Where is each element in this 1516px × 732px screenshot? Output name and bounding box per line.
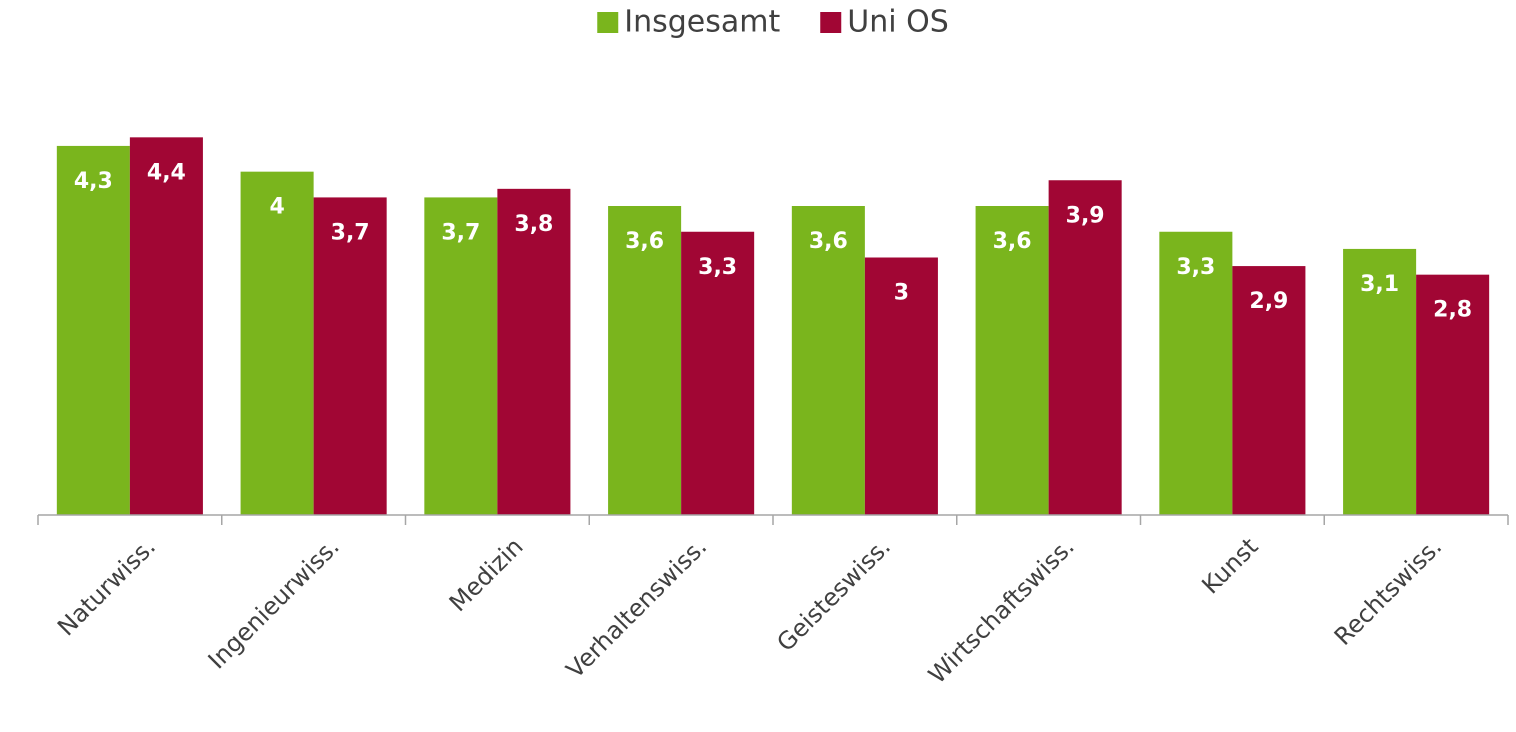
- legend: Insgesamt Uni OS: [597, 5, 949, 40]
- x-tick-label: Kunst: [1196, 532, 1263, 599]
- x-tick-label: Rechtswiss.: [1329, 532, 1448, 651]
- bar: [975, 206, 1049, 515]
- bar: [1048, 180, 1122, 515]
- data-label: 2,8: [1433, 298, 1472, 323]
- data-label: 4,4: [147, 160, 186, 185]
- bar: [497, 188, 571, 516]
- x-tick-label: Medizin: [444, 532, 529, 617]
- bar: [791, 206, 865, 515]
- bar: [681, 231, 755, 515]
- data-label: 4,3: [74, 169, 113, 194]
- data-label: 3,3: [698, 255, 737, 280]
- legend-label: Insgesamt: [624, 5, 780, 40]
- data-label: 3,1: [1360, 272, 1399, 297]
- legend-swatch: [597, 12, 619, 33]
- x-tick-label: Geisteswiss.: [772, 532, 897, 657]
- data-label: 3: [894, 281, 909, 306]
- bar: [129, 137, 203, 516]
- data-label: 3,3: [1176, 255, 1215, 280]
- data-label: 3,6: [993, 229, 1032, 254]
- legend-label: Uni OS: [847, 5, 949, 40]
- bar: [424, 197, 498, 515]
- data-label: 3,7: [331, 220, 370, 245]
- bar: [1416, 274, 1490, 515]
- bar: [1343, 248, 1417, 515]
- data-label: 2,9: [1249, 289, 1288, 314]
- x-tick-label: Ingenieurwiss.: [203, 532, 345, 674]
- bar: [313, 197, 387, 515]
- data-label: 3,6: [625, 229, 664, 254]
- data-label: 4: [269, 195, 284, 220]
- x-tick-label: Naturwiss.: [52, 532, 161, 641]
- legend-swatch: [820, 12, 842, 33]
- bar: [608, 206, 682, 515]
- data-label: 3,8: [514, 212, 553, 237]
- bar: [240, 171, 314, 515]
- x-tick-label: Verhaltenswiss.: [561, 532, 712, 683]
- bar: [56, 145, 130, 515]
- x-tick-label: Wirtschaftswiss.: [923, 532, 1080, 689]
- bar: [1159, 231, 1233, 515]
- bar: [864, 257, 938, 515]
- bar: [1232, 266, 1306, 515]
- data-label: 3,7: [441, 220, 480, 245]
- data-label: 3,6: [809, 229, 848, 254]
- data-label: 3,9: [1066, 203, 1105, 228]
